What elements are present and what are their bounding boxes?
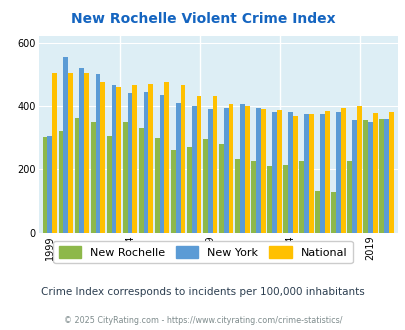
Bar [372,113,377,233]
Bar [122,122,127,233]
Bar [63,57,68,233]
Bar [47,136,52,233]
Bar [315,191,319,233]
Bar [171,150,175,233]
Bar [43,137,47,233]
Bar [351,120,356,233]
Bar [127,93,132,233]
Bar [180,85,185,233]
Bar [303,114,308,233]
Bar [148,84,153,233]
Bar [330,192,335,233]
Bar [84,73,89,233]
Bar [212,96,217,233]
Bar [164,82,169,233]
Bar [207,109,212,233]
Bar [68,73,73,233]
Bar [356,106,361,233]
Bar [244,106,249,233]
Bar [154,138,159,233]
Bar [79,68,84,233]
Bar [139,128,143,233]
Bar [266,166,271,233]
Bar [75,118,79,233]
Bar [228,104,233,233]
Bar [143,92,148,233]
Bar [196,96,201,233]
Bar [388,112,393,233]
Bar [292,116,297,233]
Bar [340,108,345,233]
Bar [95,74,100,233]
Bar [324,111,329,233]
Legend: New Rochelle, New York, National: New Rochelle, New York, National [53,241,352,263]
Bar [175,103,180,233]
Bar [218,144,223,233]
Bar [260,109,265,233]
Text: Crime Index corresponds to incidents per 100,000 inhabitants: Crime Index corresponds to incidents per… [41,287,364,297]
Bar [250,161,255,233]
Bar [234,159,239,233]
Bar [100,82,105,233]
Bar [186,147,191,233]
Bar [116,87,121,233]
Bar [52,73,57,233]
Bar [319,114,324,233]
Bar [202,139,207,233]
Bar [132,85,137,233]
Bar [367,122,372,233]
Bar [255,108,260,233]
Bar [383,119,388,233]
Bar [276,110,281,233]
Bar [58,131,63,233]
Bar [287,112,292,233]
Bar [159,95,164,233]
Bar [362,120,367,233]
Bar [379,119,383,233]
Bar [298,161,303,233]
Bar [347,161,351,233]
Bar [335,112,340,233]
Bar [223,108,228,233]
Bar [308,114,313,233]
Text: New Rochelle Violent Crime Index: New Rochelle Violent Crime Index [70,12,335,25]
Bar [111,85,116,233]
Bar [239,104,244,233]
Bar [191,106,196,233]
Bar [90,122,95,233]
Bar [107,136,111,233]
Bar [283,165,287,233]
Text: © 2025 CityRating.com - https://www.cityrating.com/crime-statistics/: © 2025 CityRating.com - https://www.city… [64,316,341,325]
Bar [271,112,276,233]
